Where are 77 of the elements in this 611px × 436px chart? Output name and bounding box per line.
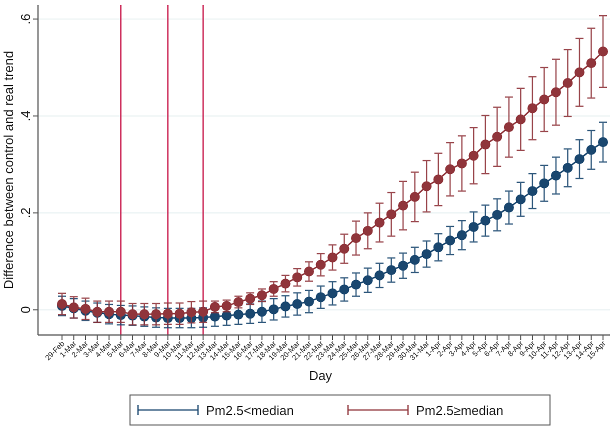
legend-label: Pm2.5≥median	[416, 403, 504, 418]
point	[562, 78, 573, 88]
point	[339, 284, 350, 294]
point	[468, 222, 479, 232]
point	[339, 244, 350, 254]
point	[245, 308, 256, 319]
point	[504, 202, 514, 213]
point	[362, 275, 373, 286]
point	[292, 272, 302, 282]
point	[162, 308, 173, 319]
point	[598, 137, 608, 148]
point	[151, 309, 162, 320]
point	[280, 301, 290, 312]
point	[433, 242, 444, 252]
point	[386, 209, 396, 220]
point	[362, 226, 373, 236]
point	[410, 192, 420, 202]
point	[268, 304, 279, 314]
point	[598, 46, 608, 57]
point	[480, 140, 490, 150]
point	[398, 260, 408, 271]
point	[386, 265, 396, 276]
point	[539, 94, 550, 104]
point	[351, 233, 362, 244]
point	[456, 230, 467, 240]
point	[328, 252, 338, 262]
y-tick-label: .4	[18, 110, 33, 122]
point	[304, 296, 314, 307]
point	[116, 306, 126, 317]
point	[256, 306, 267, 317]
point	[492, 132, 502, 142]
point	[516, 114, 526, 124]
point	[422, 249, 432, 260]
point	[374, 270, 385, 280]
point	[280, 278, 290, 289]
point	[562, 162, 573, 173]
point	[316, 260, 326, 270]
point	[104, 306, 114, 317]
point	[410, 254, 420, 265]
point	[574, 154, 584, 164]
point	[268, 284, 279, 294]
point	[304, 266, 314, 277]
point	[527, 186, 538, 196]
y-axis-title: Difference between control and real trend	[1, 50, 16, 290]
point	[233, 310, 244, 320]
point	[174, 308, 185, 319]
legend-label: Pm2.5<median	[206, 403, 294, 418]
point	[316, 292, 326, 302]
point	[586, 58, 596, 68]
point	[492, 210, 502, 220]
point	[574, 67, 584, 78]
point	[456, 158, 467, 168]
point	[527, 103, 538, 114]
point	[468, 150, 479, 161]
point	[480, 216, 490, 226]
point	[516, 194, 526, 204]
point	[550, 87, 561, 98]
point	[186, 307, 196, 318]
point	[586, 144, 596, 155]
y-tick-label: .6	[18, 14, 33, 24]
point	[445, 236, 456, 246]
point	[445, 164, 456, 174]
point	[539, 178, 550, 188]
point	[398, 200, 408, 211]
point	[422, 181, 432, 192]
point	[550, 170, 561, 181]
point	[374, 218, 385, 228]
point	[328, 288, 338, 298]
point	[292, 298, 302, 309]
point	[433, 174, 444, 184]
point	[198, 306, 208, 317]
y-tick-label: 0	[18, 306, 33, 314]
y-tick-label: .2	[18, 207, 33, 218]
x-axis-title: Day	[308, 368, 333, 383]
point	[351, 280, 362, 290]
point	[504, 122, 514, 132]
point	[139, 309, 150, 320]
